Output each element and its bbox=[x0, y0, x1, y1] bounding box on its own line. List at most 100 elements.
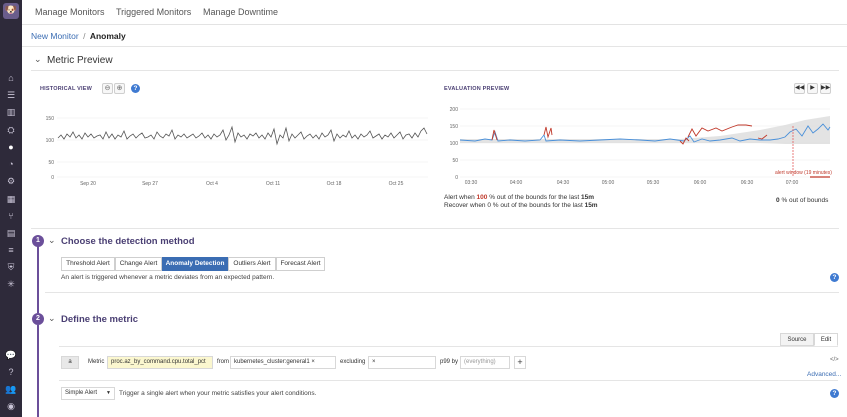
x-tick: 04:00 bbox=[510, 180, 523, 186]
option-forecast-alert[interactable]: Forecast Alert bbox=[276, 257, 325, 271]
x-tick: Sep 20 bbox=[80, 181, 96, 187]
alert-type-select[interactable]: Simple Alert ▼ bbox=[61, 387, 115, 400]
security-icon[interactable]: ⛨ bbox=[7, 262, 15, 272]
alert-condition-text: Alert when 100 % out of the bounds for t… bbox=[444, 194, 594, 201]
alert-type-value: Simple Alert bbox=[65, 390, 98, 396]
y-tick: 100 bbox=[46, 138, 55, 144]
y-tick: 150 bbox=[450, 124, 459, 130]
y-tick: 0 bbox=[51, 175, 54, 181]
divider bbox=[31, 228, 839, 229]
play-icon[interactable]: ▶ bbox=[807, 83, 818, 94]
x-tick: 05:30 bbox=[647, 180, 660, 186]
metric-series-line bbox=[459, 123, 831, 143]
rewind-icon[interactable]: ◀◀ bbox=[794, 83, 805, 94]
collapse-chevron-icon[interactable]: ⌄ bbox=[48, 313, 56, 323]
infrastructure-icon[interactable]: ⛭ bbox=[7, 125, 15, 135]
divider bbox=[22, 46, 847, 47]
collapse-chevron-icon[interactable]: ⌄ bbox=[48, 235, 56, 245]
step-number-1: 1 bbox=[32, 235, 44, 247]
y-tick: 150 bbox=[46, 116, 55, 122]
x-tick: Oct 11 bbox=[266, 181, 281, 187]
datadog-logo[interactable]: 🐶 bbox=[3, 3, 19, 19]
alert-mid: % out of the bounds for the last bbox=[489, 194, 580, 201]
alert-window: 15m bbox=[581, 194, 595, 201]
zoom-in-icon[interactable]: ⊕ bbox=[114, 83, 125, 94]
apm-icon[interactable]: ▦ bbox=[6, 194, 16, 204]
x-tick: Oct 18 bbox=[327, 181, 342, 187]
dashboard-icon[interactable]: ▥ bbox=[6, 107, 16, 117]
step-connector bbox=[37, 325, 39, 417]
fast-forward-icon[interactable]: ▶▶ bbox=[820, 83, 831, 94]
option-threshold-alert[interactable]: Threshold Alert bbox=[61, 257, 115, 271]
metrics-icon[interactable]: ◔ bbox=[8, 159, 14, 169]
chat-icon[interactable]: 💬 bbox=[5, 350, 17, 360]
monitors-icon[interactable]: ● bbox=[8, 142, 14, 152]
option-change-alert[interactable]: Change Alert bbox=[115, 257, 162, 271]
advanced-link[interactable]: Advanced... bbox=[807, 371, 842, 378]
x-tick: Sep 27 bbox=[142, 181, 158, 187]
tab-manage-monitors[interactable]: Manage Monitors bbox=[35, 7, 105, 17]
x-tick: 06:30 bbox=[741, 180, 754, 186]
help-nav-icon[interactable]: ? bbox=[8, 367, 14, 377]
add-query-button[interactable]: + bbox=[514, 356, 526, 369]
metric-label: Metric bbox=[88, 359, 105, 365]
evaluation-chart: 200 150 100 50 0 alert window (19 minute… bbox=[450, 107, 833, 186]
y-tick: 100 bbox=[450, 141, 459, 147]
notebooks-icon[interactable]: ▤ bbox=[6, 228, 16, 238]
tab-manage-downtime[interactable]: Manage Downtime bbox=[203, 7, 279, 17]
recover-condition-text: Recover when 0 % out of the bounds for t… bbox=[444, 202, 598, 209]
recover-window: 15m bbox=[584, 202, 598, 209]
group-by-input[interactable]: (everything) bbox=[460, 356, 510, 369]
aggregation-label[interactable]: p99 by bbox=[440, 359, 459, 365]
divider bbox=[31, 70, 839, 71]
x-tick: 03:30 bbox=[465, 180, 478, 186]
detection-description: An alert is triggered whenever a metric … bbox=[61, 274, 275, 281]
alert-type-description: Trigger a single alert when your metric … bbox=[119, 390, 317, 397]
home-icon[interactable]: ⌂ bbox=[8, 73, 14, 83]
excluding-input[interactable]: × bbox=[368, 356, 436, 369]
tab-source[interactable]: Source bbox=[780, 333, 814, 346]
avatar[interactable]: ◉ bbox=[7, 401, 15, 411]
out-of-bounds-text: 0 % out of bounds bbox=[776, 197, 828, 204]
left-nav: 🐶 ⌂ ☰ ▥ ⛭ ● ◔ ⚙ ▦ ⑂ ▤ ≡ ⛨ ✳ 💬 ? 👥 ◉ bbox=[0, 0, 22, 417]
team-icon[interactable]: 👥 bbox=[5, 384, 17, 394]
step-title-detection: Choose the detection method bbox=[61, 236, 195, 247]
metric-preview-title: Metric Preview bbox=[47, 55, 113, 66]
logs-icon[interactable]: ≡ bbox=[8, 245, 14, 255]
chevron-down-icon: ▼ bbox=[106, 390, 111, 396]
metric-input[interactable]: proc.az_by_command.cpu.total_pct bbox=[107, 356, 213, 369]
help-icon[interactable]: ? bbox=[131, 84, 140, 93]
breadcrumb-new-monitor[interactable]: New Monitor bbox=[31, 31, 79, 41]
divider bbox=[45, 292, 839, 293]
breadcrumb-separator: / bbox=[83, 31, 86, 41]
integrations-icon[interactable]: ⚙ bbox=[6, 176, 16, 186]
code-toggle-icon[interactable]: </> bbox=[830, 357, 839, 363]
list-icon[interactable]: ☰ bbox=[6, 90, 16, 100]
y-tick: 50 bbox=[452, 158, 458, 164]
tab-edit[interactable]: Edit bbox=[814, 333, 838, 346]
x-tick: Oct 25 bbox=[389, 181, 404, 187]
historical-chart: 150 100 50 0 Sep 20 Sep 27 Oct 4 Oct 11 … bbox=[46, 116, 428, 187]
x-tick: 04:30 bbox=[557, 180, 570, 186]
help-icon[interactable]: ? bbox=[830, 389, 839, 398]
collapse-chevron-icon[interactable]: ⌄ bbox=[34, 54, 42, 64]
tab-triggered-monitors[interactable]: Triggered Monitors bbox=[116, 7, 192, 17]
x-tick: 05:00 bbox=[602, 180, 615, 186]
x-tick: 07:00 bbox=[786, 180, 799, 186]
divider bbox=[59, 380, 838, 381]
zoom-out-icon[interactable]: ⊖ bbox=[102, 83, 113, 94]
from-tag-input[interactable]: kubernetes_cluster:general1 × bbox=[230, 356, 336, 369]
y-tick: 0 bbox=[455, 175, 458, 181]
x-tick: Oct 4 bbox=[206, 181, 218, 187]
option-outliers-alert[interactable]: Outliers Alert bbox=[228, 257, 276, 271]
git-icon[interactable]: ⑂ bbox=[8, 211, 14, 221]
divider bbox=[59, 346, 838, 347]
alert-prefix: Alert when bbox=[444, 194, 475, 201]
help-icon[interactable]: ? bbox=[830, 273, 839, 282]
option-anomaly-detection[interactable]: Anomaly Detection bbox=[162, 257, 228, 271]
x-tick: 06:00 bbox=[694, 180, 707, 186]
synthetics-icon[interactable]: ✳ bbox=[7, 279, 15, 289]
top-tabs: Manage Monitors Triggered Monitors Manag… bbox=[22, 0, 847, 25]
out-of-bounds-value: 0 bbox=[776, 197, 780, 204]
y-tick: 200 bbox=[450, 107, 459, 113]
